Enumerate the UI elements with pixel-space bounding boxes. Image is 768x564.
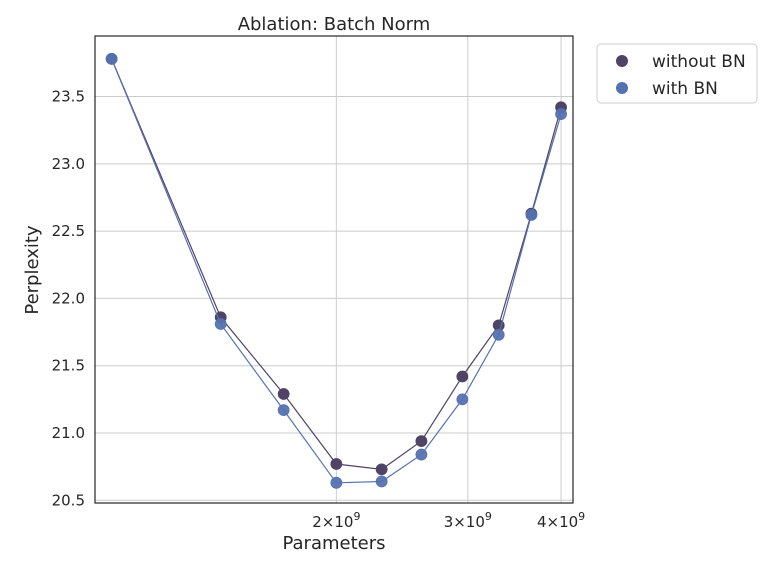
legend-label-with-bn: with BN <box>652 79 718 99</box>
legend: without BN with BN <box>596 43 758 104</box>
data-point <box>456 393 469 406</box>
chart-title: Ablation: Batch Norm <box>238 14 431 35</box>
x-axis-label: Parameters <box>282 533 385 554</box>
y-axis-label: Perplexity <box>22 225 43 315</box>
x-tick-label: 4×109 <box>537 510 585 531</box>
x-tick-label: 2×109 <box>312 510 360 531</box>
y-tick-label: 22.0 <box>52 289 85 307</box>
grid-lines <box>95 36 573 503</box>
data-point <box>277 404 290 417</box>
y-tick-label: 21.0 <box>52 424 85 442</box>
data-point <box>456 370 469 383</box>
data-point <box>375 475 388 488</box>
data-point <box>525 209 538 221</box>
plot-frame <box>94 35 574 504</box>
data-point <box>330 476 343 489</box>
y-tick-label: 23.5 <box>52 88 85 106</box>
x-tick-label: 3×109 <box>444 510 492 531</box>
data-point <box>375 463 388 476</box>
data-point <box>105 52 118 65</box>
y-tick-label: 22.5 <box>52 222 85 240</box>
legend-marker-with-bn <box>616 82 628 94</box>
series-layer <box>105 52 567 489</box>
legend-box <box>596 43 758 104</box>
data-point <box>214 318 227 330</box>
axis-ticks: 20.5 21.0 21.5 22.0 22.5 23.0 23.5 2×109 3×109 4×… <box>52 88 586 531</box>
data-point <box>415 435 428 447</box>
y-tick-label: 21.5 <box>52 357 85 375</box>
y-tick-label: 23.0 <box>52 155 85 173</box>
series-line <box>111 58 562 484</box>
legend-label-without-bn: without BN <box>652 52 746 72</box>
data-point <box>492 328 505 341</box>
y-tick-label: 20.5 <box>52 491 85 509</box>
series-line <box>111 58 562 471</box>
data-point <box>330 458 343 470</box>
data-point <box>555 108 567 120</box>
legend-marker-without-bn <box>616 55 628 67</box>
data-point <box>415 448 428 461</box>
data-point <box>277 388 290 400</box>
